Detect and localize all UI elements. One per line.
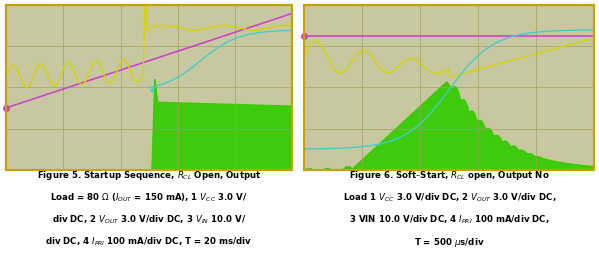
Text: div DC, 4 $I_{PRI}$ 100 mA/div DC, T = 20 ms/div: div DC, 4 $I_{PRI}$ 100 mA/div DC, T = 2… [46, 236, 253, 248]
Text: Load = 80 $\Omega$ ($I_{OUT}$ = 150 mA), 1 $V_{CC}$ 3.0 V/: Load = 80 $\Omega$ ($I_{OUT}$ = 150 mA),… [50, 191, 248, 204]
Text: T = 500 $\mu$s/div: T = 500 $\mu$s/div [414, 236, 485, 249]
Text: Load 1 $V_{CC}$ 3.0 V/div DC, 2 $V_{OUT}$ 3.0 V/div DC,: Load 1 $V_{CC}$ 3.0 V/div DC, 2 $V_{OUT}… [343, 191, 556, 204]
Text: Figure 5. Startup Sequence, $R_{CL}$ Open, Output: Figure 5. Startup Sequence, $R_{CL}$ Ope… [37, 169, 261, 182]
Text: Figure 6. Soft–Start, $R_{CL}$ open, Output No: Figure 6. Soft–Start, $R_{CL}$ open, Out… [349, 169, 550, 182]
Text: 3 VIN 10.0 V/div DC, 4 $I_{PRI}$ 100 mA/div DC,: 3 VIN 10.0 V/div DC, 4 $I_{PRI}$ 100 mA/… [349, 214, 550, 226]
Text: div DC, 2 $V_{OUT}$ 3.0 V/div DC, 3 $V_{IN}$ 10.0 V/: div DC, 2 $V_{OUT}$ 3.0 V/div DC, 3 $V_{… [52, 214, 247, 226]
